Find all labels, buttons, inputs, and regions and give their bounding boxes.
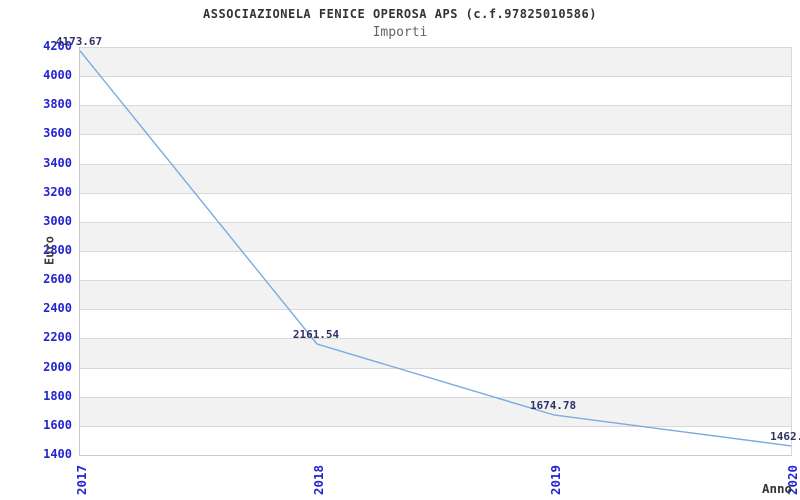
y-tick-label: 1400	[43, 447, 72, 461]
plot-band	[80, 163, 791, 193]
y-tick-label: 3600	[43, 126, 72, 141]
gridline	[80, 396, 791, 398]
plot-band	[80, 105, 791, 135]
y-tick-label: 3200	[43, 184, 72, 199]
y-tick-label: 1600	[43, 417, 72, 432]
gridline	[80, 47, 791, 48]
plot-band	[80, 338, 791, 368]
plot-band	[80, 280, 791, 310]
chart-title: ASSOCIAZIONELA FENICE OPEROSA APS (c.f.9…	[203, 7, 597, 21]
y-tick-label: 2800	[43, 243, 72, 257]
gridline	[80, 76, 791, 78]
series-line	[79, 50, 792, 447]
gridline	[80, 338, 791, 340]
y-tick-label: 2000	[43, 359, 72, 374]
y-tick-label: 2200	[43, 330, 72, 345]
gridline	[80, 425, 791, 427]
y-tick-label: 2600	[43, 272, 72, 287]
y-tick-label: 1800	[43, 388, 72, 403]
series-line-svg	[79, 50, 792, 447]
y-tick-label: 2400	[43, 301, 72, 316]
point-label: 2161.54	[292, 328, 340, 342]
plot-area	[79, 47, 792, 456]
y-tick-label: 3800	[43, 97, 72, 112]
gridline	[80, 221, 791, 223]
y-tick-label: 4200	[43, 39, 72, 53]
y-axis-title: Euro	[42, 236, 57, 265]
y-tick-label: 3000	[43, 213, 72, 228]
point-label: 1674.78	[529, 398, 577, 412]
plot-band	[80, 396, 791, 426]
gridline	[80, 251, 791, 252]
x-tick-label: 2019	[548, 464, 563, 496]
plot-band	[80, 47, 791, 77]
point-label: 1462.6	[770, 429, 800, 443]
gridline	[80, 192, 791, 194]
y-tick-label: 3400	[43, 155, 72, 170]
x-tick-label: 2018	[311, 464, 326, 496]
gridline	[80, 367, 791, 369]
gridline	[80, 163, 791, 165]
x-tick-label: 2017	[74, 464, 89, 496]
gridline	[80, 309, 791, 311]
y-tick-label: 4000	[43, 68, 72, 83]
plot-band	[80, 221, 791, 251]
gridline	[80, 105, 791, 107]
chart-subtitle: Importi	[372, 25, 428, 40]
point-label: 4173.67	[55, 34, 103, 48]
x-axis-title: Anno	[761, 481, 793, 496]
gridline	[80, 280, 791, 282]
gridline	[80, 134, 791, 136]
